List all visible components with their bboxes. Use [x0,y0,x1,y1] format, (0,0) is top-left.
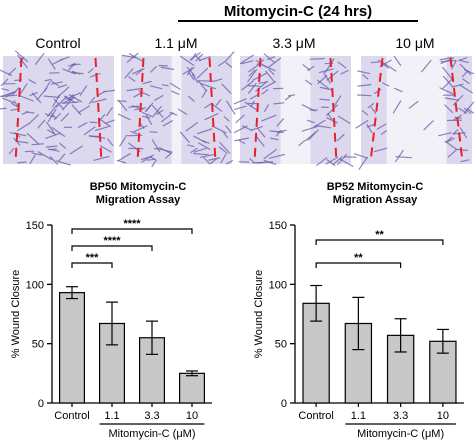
x-axis-label: Mitomycin-C (μM) [109,428,196,440]
cell-texture [116,51,236,168]
y-tick-label: 0 [281,398,287,410]
micrograph-4 [354,55,474,170]
y-tick-label: 50 [275,339,287,351]
micrograph-3 [233,53,357,167]
significance-bracket [71,262,113,268]
micrograph-1 [0,50,116,166]
micrograph-row [0,50,474,170]
x-tick-label: Control [298,410,333,422]
x-tick-label: 1.1 [104,410,119,422]
x-tick-label: Control [54,410,89,422]
chart-title: Migration Assay [96,194,181,206]
wound-gap [280,56,311,164]
wound-edge-right [94,57,103,163]
y-axis-label: % Wound Closure [253,270,265,358]
condition-label-10: 10 μM [395,35,434,51]
significance-bracket [71,228,193,234]
wound-edge-right [449,57,464,163]
condition-label-3-3: 3.3 μM [272,35,315,51]
x-tick-label: 1.1 [351,410,366,422]
cell-texture [0,50,116,166]
micrograph-2 [116,51,236,168]
chart-title: BP50 Mitomycin-C [90,181,187,193]
significance-label: *** [86,252,100,264]
x-tick-label: 10 [437,410,449,422]
chart-title: BP52 Mitomycin-C [327,181,424,193]
significance-bracket [315,262,402,268]
x-tick-label: 3.3 [144,410,159,422]
wound-gap [386,56,447,164]
significance-label: **** [103,235,121,247]
wound-edge-right [208,57,217,163]
treatment-label: Mitomycin-C (24 hrs) [224,3,372,20]
significance-label: **** [123,218,141,230]
significance-bracket [71,245,153,251]
bar [179,372,206,404]
x-axis-label: Mitomycin-C (μM) [357,428,444,440]
y-tick-label: 100 [26,279,44,291]
bar [58,292,85,404]
condition-label-1-1: 1.1 μM [154,35,197,51]
y-tick-label: 150 [26,220,44,232]
wound-edge-left [369,57,384,163]
wound-edge-left [253,57,262,163]
wound-edge-left [14,57,23,163]
wound-edge-left [136,57,145,163]
y-tick-label: 150 [269,220,287,232]
significance-label: ** [375,229,384,241]
wound-gap [171,56,182,164]
significance-bracket [315,239,444,246]
wound-edge-right [329,57,338,163]
significance-label: ** [354,252,363,264]
cell-texture [233,53,357,167]
chart-title: Migration Assay [333,194,418,206]
y-tick-label: 0 [38,398,44,410]
y-tick-label: 100 [269,279,287,291]
condition-label-control: Control [35,35,80,51]
x-tick-label: 10 [186,410,198,422]
x-tick-label: 3.3 [393,410,408,422]
y-tick-label: 50 [32,339,44,351]
y-axis-label: % Wound Closure [10,270,22,358]
